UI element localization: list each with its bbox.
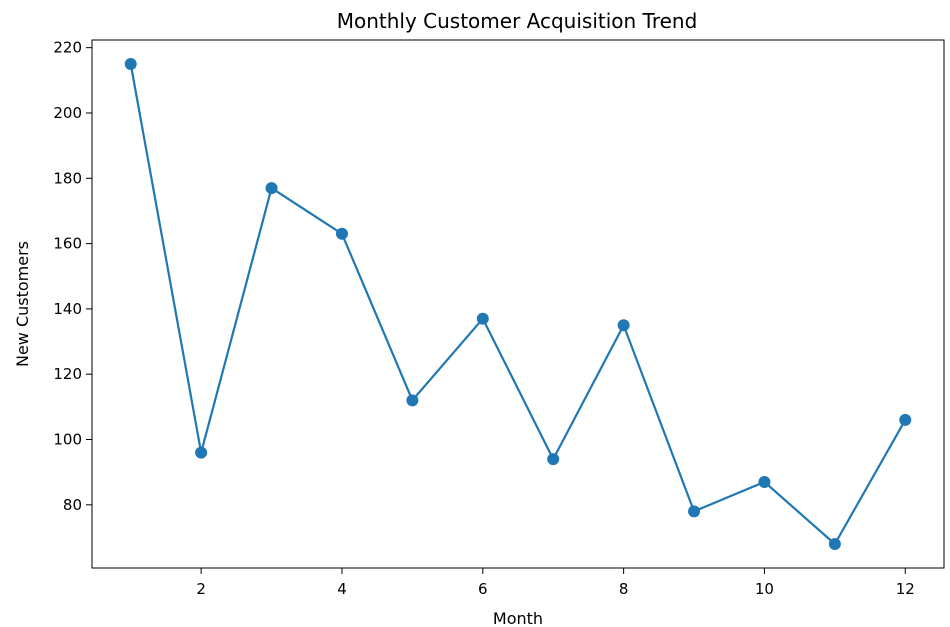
data-point [124, 58, 137, 70]
y-axis-ticks: 80 100 120 140 160 180 200 220 [53, 39, 92, 514]
x-axis-ticks: 2 4 6 8 10 12 [196, 568, 915, 598]
y-tick-label: 120 [53, 365, 82, 383]
x-tick-label: 4 [337, 580, 347, 598]
x-tick-label: 2 [196, 580, 206, 598]
y-axis-title: New Customers [13, 241, 32, 367]
y-tick-label: 160 [53, 235, 82, 253]
data-point [617, 319, 630, 332]
data-point [758, 475, 771, 488]
series-layer [124, 58, 912, 550]
data-point [828, 538, 841, 550]
x-tick-label: 12 [896, 580, 915, 598]
chart-title: Monthly Customer Acquisition Trend [337, 9, 698, 33]
series-line [129, 63, 907, 546]
y-tick-label: 80 [63, 496, 82, 514]
data-point [476, 312, 489, 325]
y-tick-label: 100 [53, 431, 82, 449]
plot-area-frame [91, 39, 945, 569]
x-tick-label: 10 [755, 580, 774, 598]
y-tick-label: 180 [53, 169, 82, 187]
data-point [688, 505, 701, 518]
y-tick-label: 220 [53, 39, 82, 57]
x-tick-label: 6 [478, 580, 488, 598]
data-point [195, 446, 208, 459]
x-axis-title: Month [493, 609, 543, 627]
x-tick-label: 8 [619, 580, 629, 598]
data-point [547, 453, 560, 466]
data-point [265, 182, 278, 195]
data-point [899, 413, 912, 426]
data-point [335, 227, 348, 240]
y-axis-title-group: New Customers [13, 241, 32, 367]
y-tick-label: 200 [53, 104, 82, 122]
y-tick-label: 140 [53, 300, 82, 318]
data-point [406, 394, 419, 407]
